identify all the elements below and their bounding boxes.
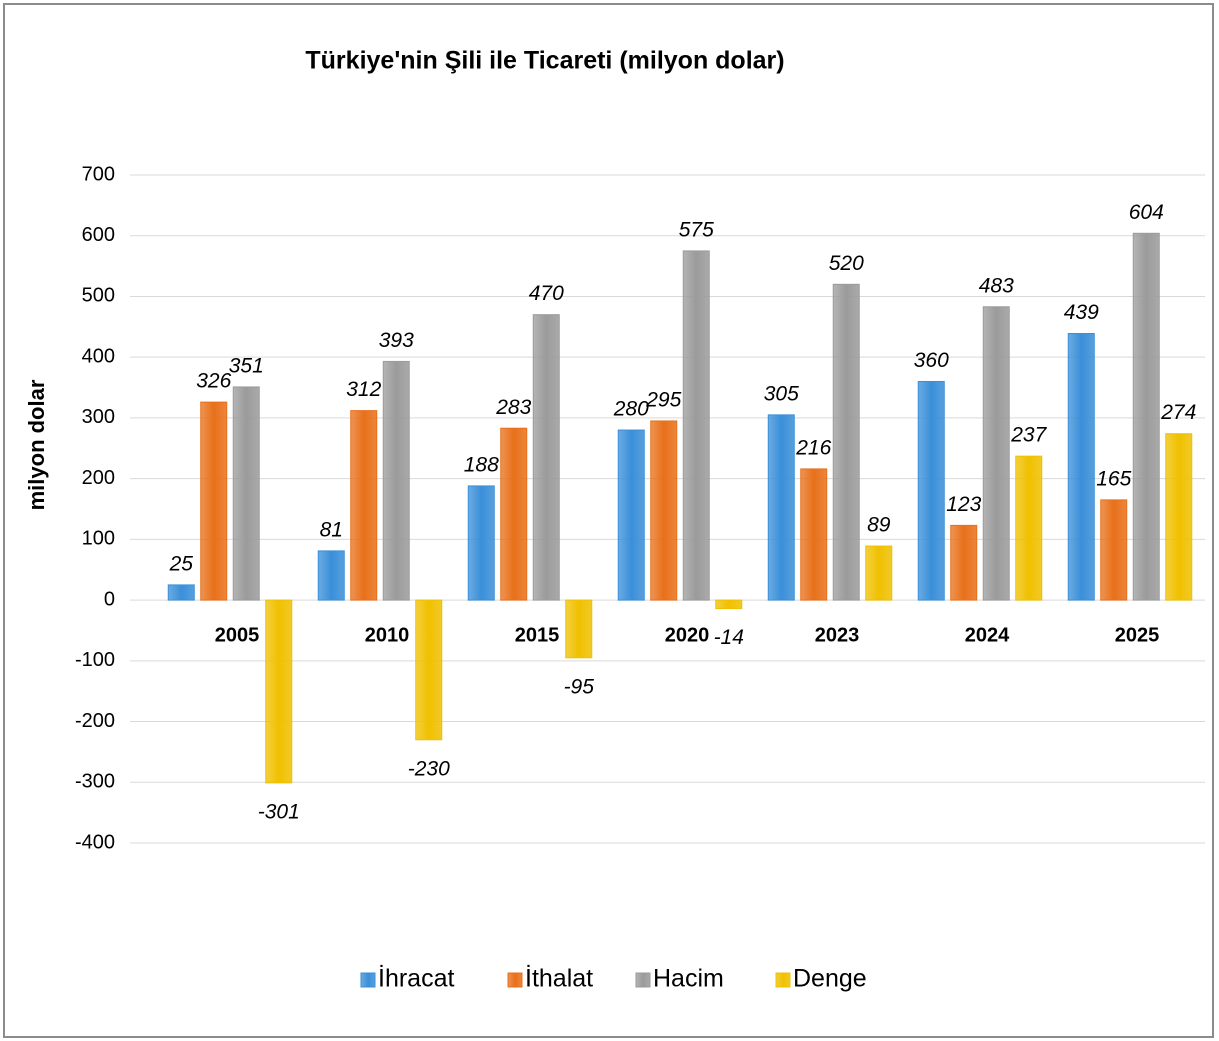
data-label: 520 xyxy=(829,252,864,275)
bar xyxy=(865,545,893,601)
data-label: 237 xyxy=(1010,424,1047,447)
bar xyxy=(265,599,293,784)
bar xyxy=(565,599,593,659)
x-tick-label: 2020 xyxy=(665,624,710,646)
y-tick-label: 200 xyxy=(82,467,115,489)
bar xyxy=(715,599,743,610)
bar xyxy=(800,468,828,601)
bar xyxy=(767,414,795,601)
data-label: -301 xyxy=(258,800,300,823)
bar xyxy=(650,420,678,601)
data-label: 483 xyxy=(979,274,1014,297)
bar xyxy=(682,250,710,601)
y-tick-label: 700 xyxy=(82,163,115,185)
x-tick-label: 2025 xyxy=(1115,624,1160,646)
bar xyxy=(415,599,443,741)
data-label: 351 xyxy=(229,354,264,377)
y-tick-label: 300 xyxy=(82,406,115,428)
data-label: 283 xyxy=(495,396,531,419)
bar xyxy=(500,427,528,601)
x-tick-label: 2023 xyxy=(815,624,860,646)
y-tick-label: -100 xyxy=(75,649,115,671)
bar xyxy=(1100,499,1128,601)
y-tick-label: 500 xyxy=(82,285,115,307)
legend-label: Denge xyxy=(793,965,867,993)
data-label: 280 xyxy=(613,398,649,421)
bar xyxy=(350,410,378,601)
data-label: 89 xyxy=(867,514,891,537)
bar xyxy=(232,386,260,601)
data-label: 165 xyxy=(1096,467,1131,490)
data-label: 312 xyxy=(346,378,381,401)
bar xyxy=(467,485,495,601)
bar xyxy=(950,524,978,601)
data-label: 274 xyxy=(1160,401,1196,424)
data-label: 305 xyxy=(764,382,799,405)
y-axis-title: milyon dolar xyxy=(24,379,49,510)
y-tick-label: -400 xyxy=(75,831,115,853)
bar xyxy=(832,283,860,601)
bar xyxy=(382,360,410,601)
legend-label: Hacim xyxy=(653,965,724,993)
legend-marker xyxy=(360,972,376,988)
data-label: 360 xyxy=(914,349,949,372)
data-label: 439 xyxy=(1064,301,1099,324)
data-label: 295 xyxy=(645,388,681,411)
y-tick-label: 0 xyxy=(104,588,115,610)
legend-marker xyxy=(507,972,523,988)
data-label: 575 xyxy=(679,218,714,241)
bar xyxy=(200,401,228,601)
data-label: 188 xyxy=(464,453,499,476)
chart-title: Türkiye'nin Şili ile Ticareti (milyon do… xyxy=(305,47,784,75)
y-tick-label: 100 xyxy=(82,528,115,550)
data-label: 604 xyxy=(1129,201,1164,224)
data-label: 123 xyxy=(946,493,981,516)
legend-label: İthalat xyxy=(525,964,593,993)
y-tick-label: 400 xyxy=(82,345,115,367)
bar xyxy=(617,429,645,601)
data-label: 326 xyxy=(196,370,231,393)
legend-marker xyxy=(775,972,791,988)
data-label: 81 xyxy=(320,518,343,541)
data-label: -14 xyxy=(714,626,744,649)
bar xyxy=(982,306,1010,601)
bar xyxy=(1067,332,1095,601)
bar xyxy=(1165,433,1193,601)
y-tick-label: -200 xyxy=(75,710,115,732)
bar xyxy=(1015,455,1043,601)
data-label: 393 xyxy=(379,329,414,352)
bar xyxy=(167,584,195,601)
y-tick-label: -300 xyxy=(75,771,115,793)
bar xyxy=(532,314,560,601)
data-label: 470 xyxy=(529,282,564,305)
data-label: -230 xyxy=(408,757,450,780)
data-label: -95 xyxy=(564,675,595,698)
legend-label: İhracat xyxy=(378,964,454,993)
data-label: 25 xyxy=(169,552,194,575)
bar xyxy=(917,380,945,601)
bar xyxy=(317,550,345,601)
x-tick-label: 2005 xyxy=(215,624,260,646)
x-tick-label: 2010 xyxy=(365,624,410,646)
data-label: 216 xyxy=(795,436,831,459)
bar xyxy=(1132,232,1160,601)
legend-marker xyxy=(635,972,651,988)
y-tick-label: 600 xyxy=(82,224,115,246)
x-tick-label: 2015 xyxy=(515,624,560,646)
x-tick-label: 2024 xyxy=(965,624,1010,646)
